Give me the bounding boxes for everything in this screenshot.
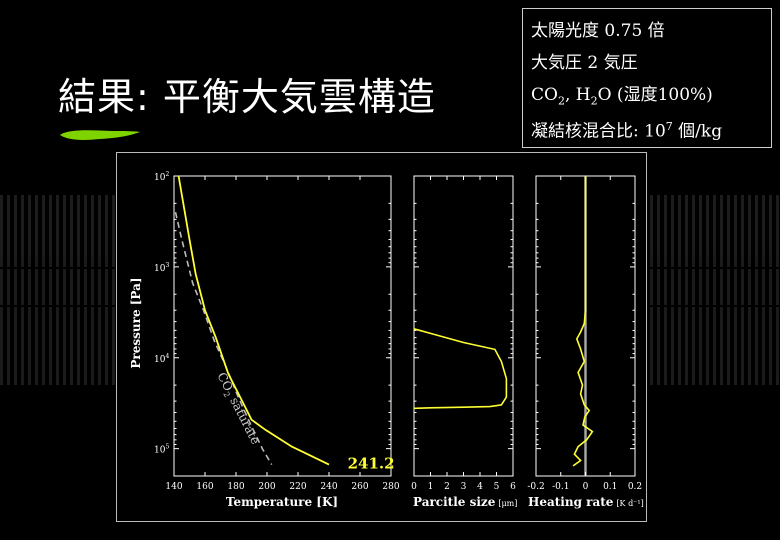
h2-subscript: 2 [590, 94, 598, 108]
x-tick-label: 0 [583, 482, 589, 492]
co-text: CO [531, 85, 558, 105]
heating-rate-label-text: Heating rate [528, 495, 614, 509]
green-brush-stroke [60, 130, 140, 140]
heating-rate-unit: [K d⁻¹] [616, 499, 643, 508]
y-axis-label: Pressure [Pa] [129, 277, 143, 368]
solar-luminosity: 太陽光度 0.75 倍 [531, 21, 665, 41]
x-tick-label: -0.1 [552, 482, 569, 492]
temperature-profile-line [177, 175, 330, 466]
x-tick-label: 280 [382, 482, 399, 492]
particle-size-x-label: Parcitle size [μm] [413, 495, 517, 509]
nuclei-suffix: 個/kg [672, 121, 723, 142]
surface-temperature-label: 241.2 [348, 454, 395, 472]
heating-rate-x-label: Heating rate [K d⁻¹] [528, 495, 644, 509]
x-tick-label: 0 [411, 482, 417, 492]
slide-title: 結果: 平衡大気雲構造 [58, 75, 436, 119]
y-tick-label: 103 [154, 262, 169, 274]
x-tick-label: 260 [351, 482, 368, 492]
x-tick-label: 200 [258, 482, 275, 492]
co2-saturate-rest: saturate [225, 392, 262, 447]
particle-size-panel-frame [413, 175, 514, 477]
particle-size-label-text: Parcitle size [413, 495, 496, 509]
o-humidity-text: O (湿度100%) [597, 85, 713, 105]
nuclei-exponent: 7 [665, 120, 673, 133]
x-tick-label: 160 [196, 482, 213, 492]
right-stripe-decoration [650, 195, 780, 385]
heating-rate-panel: -0.2 -0.1 0 0.1 0.2 Heating rate [K d⁻¹] [527, 175, 644, 509]
particle-size-unit: [μm] [498, 499, 517, 508]
x-tick-label: 0.2 [628, 482, 642, 492]
conditions-box: 太陽光度 0.75 倍 大気圧 2 気圧 CO2, H2O (湿度100%) 凝… [522, 8, 772, 148]
x-tick-label: 5 [494, 482, 500, 492]
nuclei-prefix: 凝結核混合比: 10 [531, 121, 666, 142]
nuclei-mixing-ratio: 凝結核混合比: 107 個/kg [531, 111, 763, 143]
co2-subscript: 2 [557, 94, 565, 108]
temperature-panel-frame [173, 175, 392, 477]
h-text: , H [564, 85, 591, 105]
x-tick-label: 0.1 [603, 482, 617, 492]
co2-saturate-label: CO2 saturate [213, 370, 263, 447]
atmosphere-composition: CO2, H2O (湿度100%) [531, 79, 763, 111]
x-tick-label: 240 [320, 482, 337, 492]
x-tick-label: 3 [461, 482, 467, 492]
x-tick-label: 4 [477, 482, 483, 492]
co2-saturate-co: CO [214, 370, 235, 393]
x-tick-label: 2 [444, 482, 450, 492]
x-tick-label: 6 [510, 482, 516, 492]
x-tick-label: 140 [165, 482, 182, 492]
cloud-structure-figure: 140 160 180 200 220 240 260 280 102 103 104 105 24… [116, 152, 647, 522]
x-tick-label: 220 [289, 482, 306, 492]
temperature-panel: 140 160 180 200 220 240 260 280 102 103 104 105 24… [129, 171, 400, 509]
x-tick-label: 180 [227, 482, 244, 492]
y-tick-label: 105 [154, 444, 169, 456]
left-stripe-decoration [0, 195, 118, 385]
particle-size-line [413, 328, 508, 410]
y-tick-label: 102 [154, 171, 169, 183]
temperature-x-label: Temperature [K] [226, 495, 338, 509]
co2-saturation-curve [174, 212, 273, 466]
x-tick-label: -0.2 [527, 482, 544, 492]
x-tick-label: 1 [428, 482, 434, 492]
y-tick-label: 104 [154, 353, 169, 365]
co2-saturate-sub: 2 [221, 390, 231, 399]
heating-rate-line [572, 176, 594, 467]
surface-pressure: 大気圧 2 気圧 [531, 53, 638, 73]
